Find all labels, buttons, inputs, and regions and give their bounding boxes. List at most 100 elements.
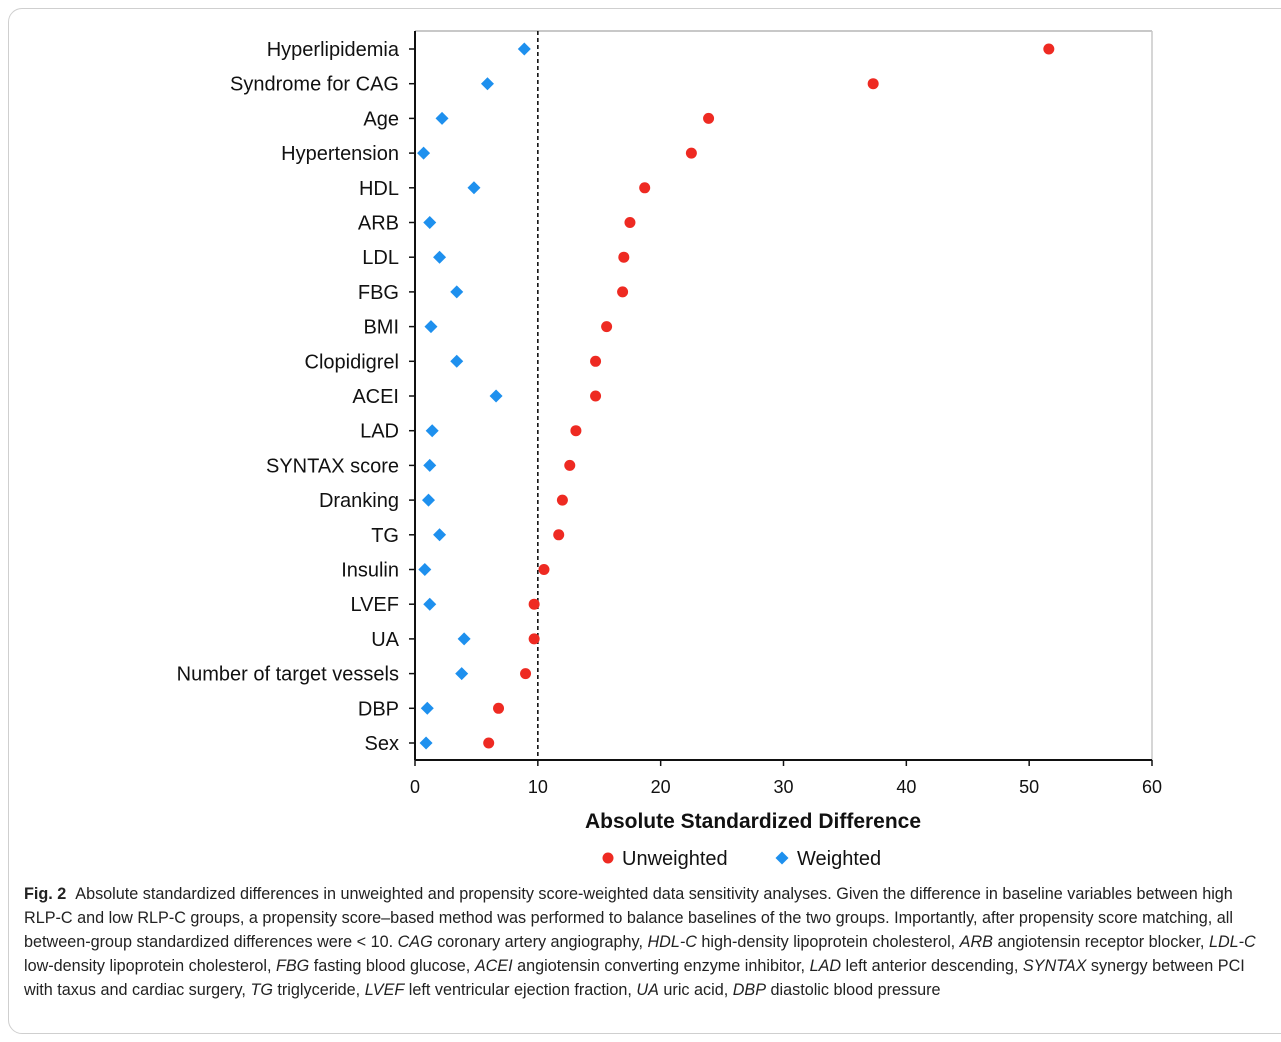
weighted-point: [467, 181, 481, 195]
y-tick-label: LDL: [362, 247, 399, 269]
abbreviation-definition: diastolic blood pressure: [766, 981, 941, 999]
y-tick-label: SYNTAX score: [266, 455, 399, 477]
y-tick-label: Clopidigrel: [305, 351, 400, 373]
abbreviation-definition: synergy between PCI with taxus and cardi…: [24, 957, 1245, 999]
abbreviation-term: ARB: [959, 933, 993, 951]
weighted-point: [420, 701, 434, 715]
abbreviation-definition: low-density lipoprotein cholesterol,: [24, 957, 276, 975]
unweighted-point: [590, 390, 602, 402]
weighted-point: [457, 632, 471, 646]
abbreviation-definition: left anterior descending,: [841, 957, 1023, 975]
abbreviation-term: UA: [636, 981, 659, 999]
y-axis: Hyperlipidemia Syndrome for CAG Age Hyperte…: [177, 31, 416, 760]
abbreviation-term: HDL-C: [647, 933, 697, 951]
unweighted-point: [703, 112, 715, 124]
y-tick-label: UA: [371, 629, 399, 651]
unweighted-point: [528, 633, 540, 645]
figure-label: Fig. 2: [24, 885, 67, 903]
legend-weighted-label: Weighted: [797, 848, 881, 870]
legend-weighted-icon: [775, 851, 789, 865]
abbreviation-definition: coronary artery angiography,: [432, 933, 648, 951]
weighted-point: [433, 528, 447, 542]
y-tick-label: Syndrome for CAG: [230, 74, 399, 96]
y-tick-label: ACEI: [352, 386, 399, 408]
weighted-point: [435, 111, 449, 125]
unweighted-point: [624, 217, 636, 228]
y-tick-label: Sex: [365, 733, 399, 755]
weighted-point: [423, 458, 437, 472]
legend-unweighted-icon: [602, 852, 614, 864]
weighted-point: [423, 216, 437, 229]
abbreviation-definition: angiotensin receptor blocker,: [992, 933, 1209, 951]
weighted-point: [489, 389, 503, 403]
weighted-point: [450, 354, 464, 368]
unweighted-point: [867, 78, 879, 90]
y-tick-label: DBP: [358, 698, 399, 720]
weighted-point: [422, 493, 436, 507]
figure-caption: Fig. 2 Absolute standardized differences…: [24, 882, 1274, 1002]
x-tick-label: 0: [410, 777, 420, 797]
y-tick-label: Dranking: [319, 490, 399, 512]
unweighted-point: [570, 425, 582, 437]
weighted-point: [417, 146, 431, 160]
unweighted-point: [483, 737, 495, 749]
abbreviation-term: TG: [250, 981, 273, 999]
abbreviation-definition: left ventricular ejection fraction,: [404, 981, 637, 999]
legend-unweighted-label: Unweighted: [622, 848, 728, 870]
unweighted-point: [685, 147, 697, 159]
unweighted-point: [564, 459, 576, 471]
abbreviation-definition: high-density lipoprotein cholesterol,: [696, 933, 960, 951]
abbreviation-term: LDL-C: [1208, 933, 1256, 951]
x-tick-label: 20: [651, 777, 671, 797]
unweighted-point: [618, 251, 630, 263]
y-tick-label: TG: [371, 525, 399, 547]
y-tick-label: Insulin: [341, 560, 399, 582]
weighted-point: [418, 563, 432, 576]
y-tick-label: ARB: [358, 213, 399, 235]
figure-frame: [8, 8, 1281, 1034]
unweighted-point: [553, 529, 565, 541]
x-axis-label: Absolute Standardized Difference: [585, 810, 921, 833]
y-tick-label: LVEF: [350, 594, 399, 616]
y-tick-label: BMI: [363, 317, 399, 339]
unweighted-point: [601, 321, 613, 333]
unweighted-point: [528, 598, 540, 610]
abbreviation-definition: angiotensin converting enzyme inhibitor,: [512, 957, 810, 975]
unweighted-point: [590, 355, 602, 367]
x-tick-label: 10: [528, 777, 548, 797]
abbreviation-definition: triglyceride,: [272, 981, 365, 999]
weighted-point: [419, 736, 433, 750]
plot-area: [415, 30, 1153, 760]
weighted-point: [480, 77, 494, 91]
caption-abbreviations: CAG coronary artery angiography, HDL-C h…: [24, 933, 1256, 999]
abbreviation-term: LVEF: [364, 981, 405, 999]
y-tick-label: Number of target vessels: [177, 664, 399, 686]
abbreviation-term: SYNTAX: [1022, 957, 1087, 975]
x-tick-label: 30: [773, 777, 793, 797]
x-axis: 0 10 20 30 40 50 60: [410, 759, 1162, 797]
plot-background: [415, 31, 1152, 760]
chart: 0 10 20 30 40 50 60 Hyperlipidemia Syndrome for…: [177, 30, 1162, 870]
legend: Unweighted Weighted: [602, 848, 881, 870]
unweighted-point: [617, 286, 629, 298]
y-tick-label: FBG: [358, 282, 399, 304]
weighted-point: [517, 42, 531, 56]
y-tick-label: LAD: [360, 421, 399, 443]
abbreviation-term: CAG: [397, 933, 433, 951]
caption-text: Absolute standardized differences in unw…: [24, 885, 1233, 951]
weighted-point: [425, 424, 439, 438]
y-tick-label: Hyperlipidemia: [267, 39, 400, 61]
abbreviation-term: FBG: [275, 957, 310, 975]
unweighted-point: [1043, 43, 1055, 55]
y-tick-label: HDL: [359, 178, 399, 200]
x-tick-label: 40: [896, 777, 916, 797]
weighted-point: [450, 285, 464, 299]
chart-markers: [417, 42, 1055, 750]
abbreviation-term: DBP: [732, 981, 766, 999]
y-tick-label: Hypertension: [281, 143, 399, 165]
abbreviation-term: ACEI: [474, 957, 513, 975]
weighted-point: [433, 250, 447, 264]
unweighted-point: [639, 182, 651, 194]
abbreviation-definition: fasting blood glucose,: [309, 957, 475, 975]
x-tick-label: 60: [1142, 777, 1162, 797]
